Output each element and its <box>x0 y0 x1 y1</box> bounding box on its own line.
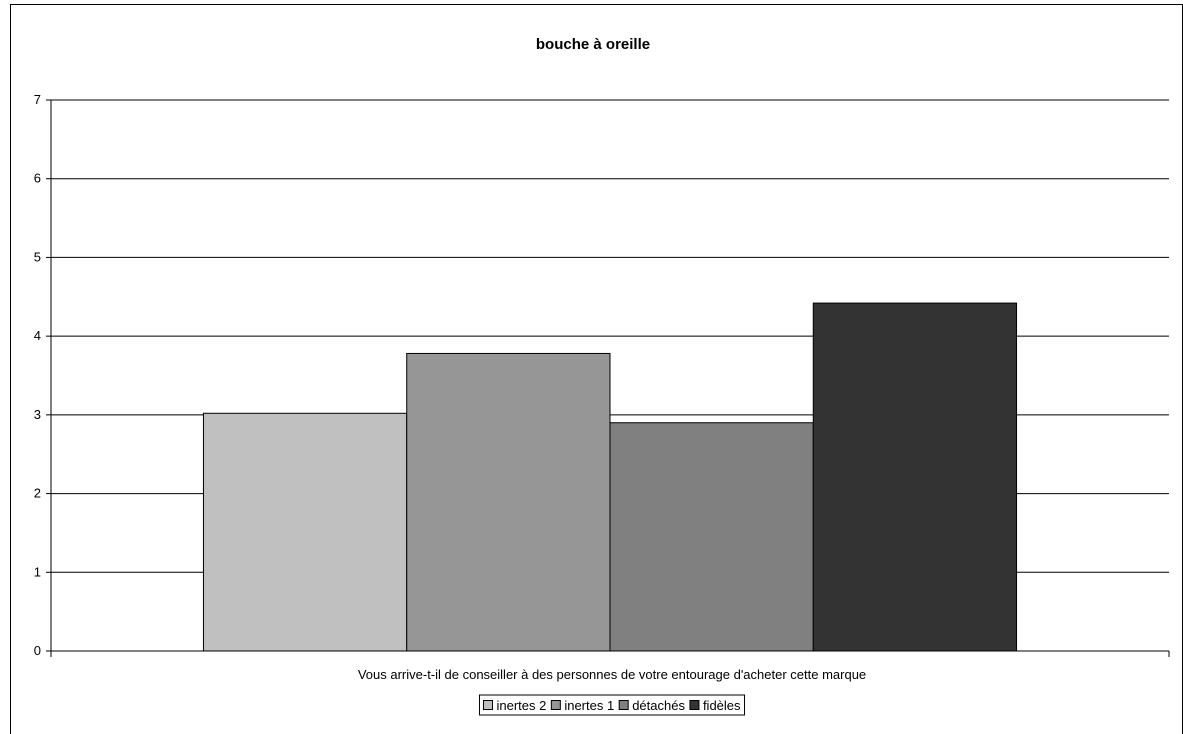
legend-swatch <box>482 700 493 710</box>
y-tick-label: 4 <box>34 328 41 343</box>
y-tick-label: 2 <box>34 486 41 501</box>
bar <box>812 302 1018 652</box>
legend-swatch <box>550 700 561 710</box>
legend-label: détachés <box>632 698 685 713</box>
legend-label: fidèles <box>703 698 741 713</box>
axis-layer: 0 1 2 3 4 5 6 7 <box>34 92 1170 658</box>
legend-swatch <box>689 700 700 710</box>
bar <box>202 412 408 652</box>
y-tick-label: 6 <box>34 171 41 186</box>
legend: inertes 2 inertes 1 détachés fidèles <box>478 694 746 716</box>
y-tick-label: 3 <box>34 407 41 422</box>
x-category-label: Vous arrive-t-il de conseiller à des per… <box>358 667 866 682</box>
legend-swatch <box>618 700 629 710</box>
legend-label: inertes 2 <box>496 698 546 713</box>
legend-border <box>478 694 746 716</box>
chart-title: bouche à oreille <box>536 36 650 53</box>
legend-label: inertes 1 <box>564 698 614 713</box>
y-tick-label: 1 <box>34 564 41 579</box>
y-tick-label: 5 <box>34 249 41 264</box>
bar <box>406 352 611 652</box>
y-tick-label: 0 <box>34 643 41 658</box>
bars-layer <box>202 302 1018 652</box>
y-tick-label: 7 <box>34 92 41 107</box>
bar <box>609 422 814 652</box>
